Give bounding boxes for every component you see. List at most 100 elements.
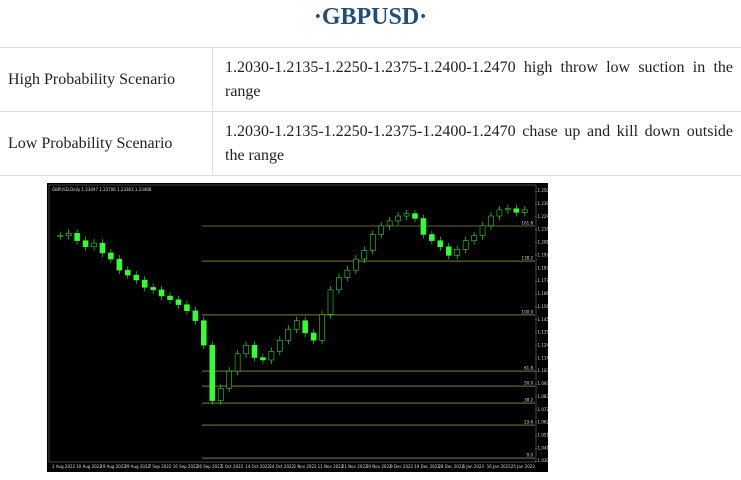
candle: [521, 209, 528, 213]
x-tick-label: 25 Jan 2023: [511, 464, 535, 469]
candle: [65, 233, 72, 236]
candle: [82, 240, 89, 248]
candle: [344, 269, 351, 278]
y-tick-label: 1.09345: [538, 381, 549, 386]
y-tick-label: 1.03075: [538, 458, 549, 463]
x-tick-label: 30 Nov 2022: [366, 464, 392, 469]
y-tick-label: 1.16660: [538, 291, 549, 296]
candle: [251, 344, 258, 358]
candle: [277, 340, 283, 352]
y-tick-label: 1.05165: [538, 432, 549, 437]
level-label: 100.0: [522, 309, 534, 314]
level-label: 50.0: [524, 381, 533, 386]
x-tick-label: 2 Nov 2022: [294, 464, 318, 469]
candle: [420, 218, 427, 235]
y-tick-label: 1.17705: [538, 278, 549, 283]
candle: [133, 274, 140, 281]
candle: [285, 328, 292, 341]
candle: [412, 213, 418, 219]
x-tick-label: 16 Jan 2023: [487, 464, 511, 469]
candle: [437, 240, 444, 248]
candle: [184, 304, 190, 312]
x-tick-label: 19 Dec 2022: [414, 464, 440, 469]
x-tick-label: 21 Nov 2022: [342, 464, 368, 469]
candle: [513, 208, 520, 213]
candle: [293, 320, 300, 330]
candle: [209, 344, 216, 401]
y-tick-label: 1.19795: [538, 252, 549, 257]
x-tick-label: 1 Aug 2022: [52, 464, 76, 469]
candle: [454, 248, 460, 256]
plot-frame: [48, 184, 537, 463]
x-tick-label: 16 Sep 2022: [173, 464, 199, 469]
level-label: 0.0: [527, 453, 534, 458]
x-tick-label: 9 Dec 2022: [390, 464, 413, 469]
candle: [192, 310, 199, 321]
candle: [471, 235, 477, 241]
candle: [201, 320, 207, 346]
candle: [74, 233, 80, 241]
candle: [429, 234, 435, 241]
title: ·GBPUSD·: [313, 4, 428, 30]
candle: [116, 258, 123, 271]
y-tick-label: 1.10390: [538, 368, 549, 373]
x-tick-label: 14 Oct 2022: [245, 464, 270, 469]
candle: [386, 220, 393, 227]
y-tick-label: 1.25020: [538, 188, 549, 193]
level-label: 38.2: [524, 398, 533, 403]
candle: [445, 246, 452, 256]
price-chart: GBPUSD,Daily 1.23497 1.23706 1.23363 1.2…: [47, 183, 548, 472]
candle: [310, 332, 317, 341]
candle: [505, 208, 511, 211]
cell: 1.2030-1.2135-1.2250-1.2375-1.2400-1.247…: [212, 47, 741, 112]
x-tick-label: 28 Dec 2022: [438, 464, 464, 469]
level-label: 23.6: [524, 420, 533, 425]
candle: [336, 277, 342, 291]
cell: 1.2030-1.2135-1.2250-1.2375-1.2400-1.247…: [212, 111, 741, 176]
candle: [479, 225, 486, 236]
x-tick-label: 7 Sep 2022: [149, 464, 172, 469]
candle: [226, 370, 232, 389]
candle: [361, 250, 368, 260]
candle: [327, 289, 334, 315]
candle: [243, 344, 249, 355]
y-tick-label: 1.20840: [538, 240, 549, 245]
candle: [125, 269, 131, 276]
candle: [57, 235, 64, 237]
level-label: 138.2: [522, 256, 534, 261]
candle: [260, 357, 266, 361]
y-tick-label: 1.06210: [538, 420, 549, 425]
candle: [462, 240, 469, 250]
y-tick-label: 1.14570: [538, 317, 549, 322]
candle: [150, 287, 156, 291]
candle: [268, 351, 275, 361]
candle: [158, 289, 165, 297]
candle: [403, 213, 410, 217]
x-tick-label: 24 Oct 2022: [269, 464, 294, 469]
cell: High Probability Scenario: [0, 47, 213, 112]
candle: [353, 258, 359, 271]
candle: [234, 353, 241, 372]
x-tick-label: 6 Jan 2023: [463, 464, 485, 469]
candle: [488, 215, 494, 227]
chart-title: GBPUSD,Daily 1.23497 1.23706 1.23363 1.2…: [52, 187, 152, 192]
candle: [319, 314, 325, 341]
y-tick-label: 1.04120: [538, 445, 549, 450]
y-tick-label: 1.11435: [538, 355, 549, 360]
x-tick-label: 26 Sep 2022: [197, 464, 223, 469]
level-label: 61.8: [524, 366, 533, 371]
candle: [91, 242, 97, 248]
candle: [369, 234, 376, 251]
scenario-table: High Probability Scenario 1.2030-1.2135-1…: [0, 47, 741, 176]
x-tick-label: 19 Aug 2022: [100, 464, 126, 469]
candle: [167, 295, 173, 300]
candle: [395, 215, 401, 222]
candle: [378, 225, 384, 235]
row: High Probability Scenario 1.2030-1.2135-1…: [0, 47, 741, 112]
x-tick-label: 5 Oct 2022: [221, 464, 244, 469]
y-tick-label: 1.21885: [538, 227, 549, 232]
x-tick-label: 29 Aug 2022: [124, 464, 150, 469]
y-tick-label: 1.15615: [538, 304, 549, 309]
y-tick-label: 1.18750: [538, 265, 549, 270]
